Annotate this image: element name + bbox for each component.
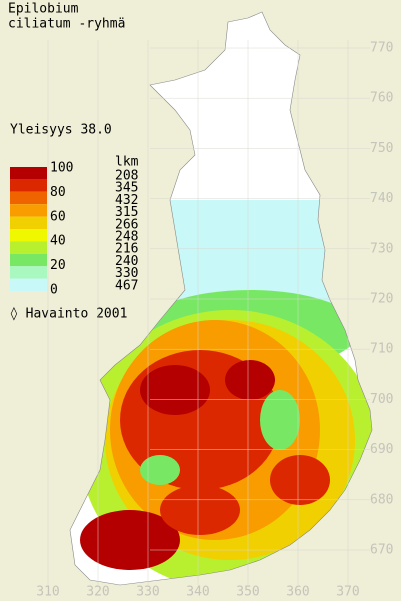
map-outline [69, 11, 373, 586]
y-tick-label: 740 [370, 191, 393, 206]
x-tick-label: 370 [336, 585, 359, 600]
legend-count: 432 [115, 193, 138, 208]
title-line: ciliatum -ryhmä [8, 17, 125, 32]
y-tick-label: 760 [370, 91, 393, 106]
legend-scale-label: 100 [50, 161, 73, 176]
count-header: lkm [115, 155, 139, 170]
legend-swatch [10, 167, 47, 180]
legend-swatch [10, 179, 47, 192]
x-tick-label: 350 [236, 585, 259, 600]
legend-swatch [10, 229, 47, 242]
legend-count: 240 [115, 254, 138, 269]
legend-scale-label: 40 [50, 234, 66, 249]
legend-scale-label: 0 [50, 283, 58, 298]
legend-scale-label: 60 [50, 209, 66, 224]
legend-swatch [10, 204, 47, 217]
y-tick-label: 670 [370, 543, 393, 558]
legend-swatch [10, 278, 47, 291]
legend-swatch [10, 191, 47, 205]
legend-scale-label: 80 [50, 185, 66, 200]
legend-scale-label: 20 [50, 258, 66, 273]
y-tick-label: 720 [370, 292, 393, 307]
x-tick-label: 330 [136, 585, 159, 600]
legend-swatch [10, 216, 47, 229]
x-tick-label: 320 [86, 585, 109, 600]
x-tick-label: 340 [186, 585, 209, 600]
title-line: Epilobium [8, 2, 79, 17]
frequency: Yleisyys 38.0 [10, 123, 112, 138]
legend-swatch [10, 253, 47, 267]
y-tick-label: 730 [370, 241, 393, 256]
y-tick-label: 690 [370, 442, 393, 457]
y-tick-label: 700 [370, 392, 393, 407]
legend-count: 345 [115, 181, 138, 196]
legend-swatch [10, 241, 47, 254]
legend-count: 216 [115, 242, 138, 257]
y-tick-label: 770 [370, 41, 393, 56]
y-tick-label: 750 [370, 141, 393, 156]
generated: 1008060402002083454323152662482162403304… [10, 40, 393, 600]
x-tick-label: 360 [286, 585, 309, 600]
legend-count: 315 [115, 205, 138, 220]
legend-count: 208 [115, 169, 138, 184]
legend-swatch [10, 266, 47, 279]
y-tick-label: 710 [370, 342, 393, 357]
legend-count: 467 [115, 278, 138, 293]
legend-count: 248 [115, 230, 138, 245]
observation-label: ◊ Havainto 2001 [10, 307, 127, 322]
x-tick-label: 310 [36, 585, 59, 600]
legend-count: 330 [115, 266, 138, 281]
legend-count: 266 [115, 217, 138, 232]
y-tick-label: 680 [370, 492, 393, 507]
